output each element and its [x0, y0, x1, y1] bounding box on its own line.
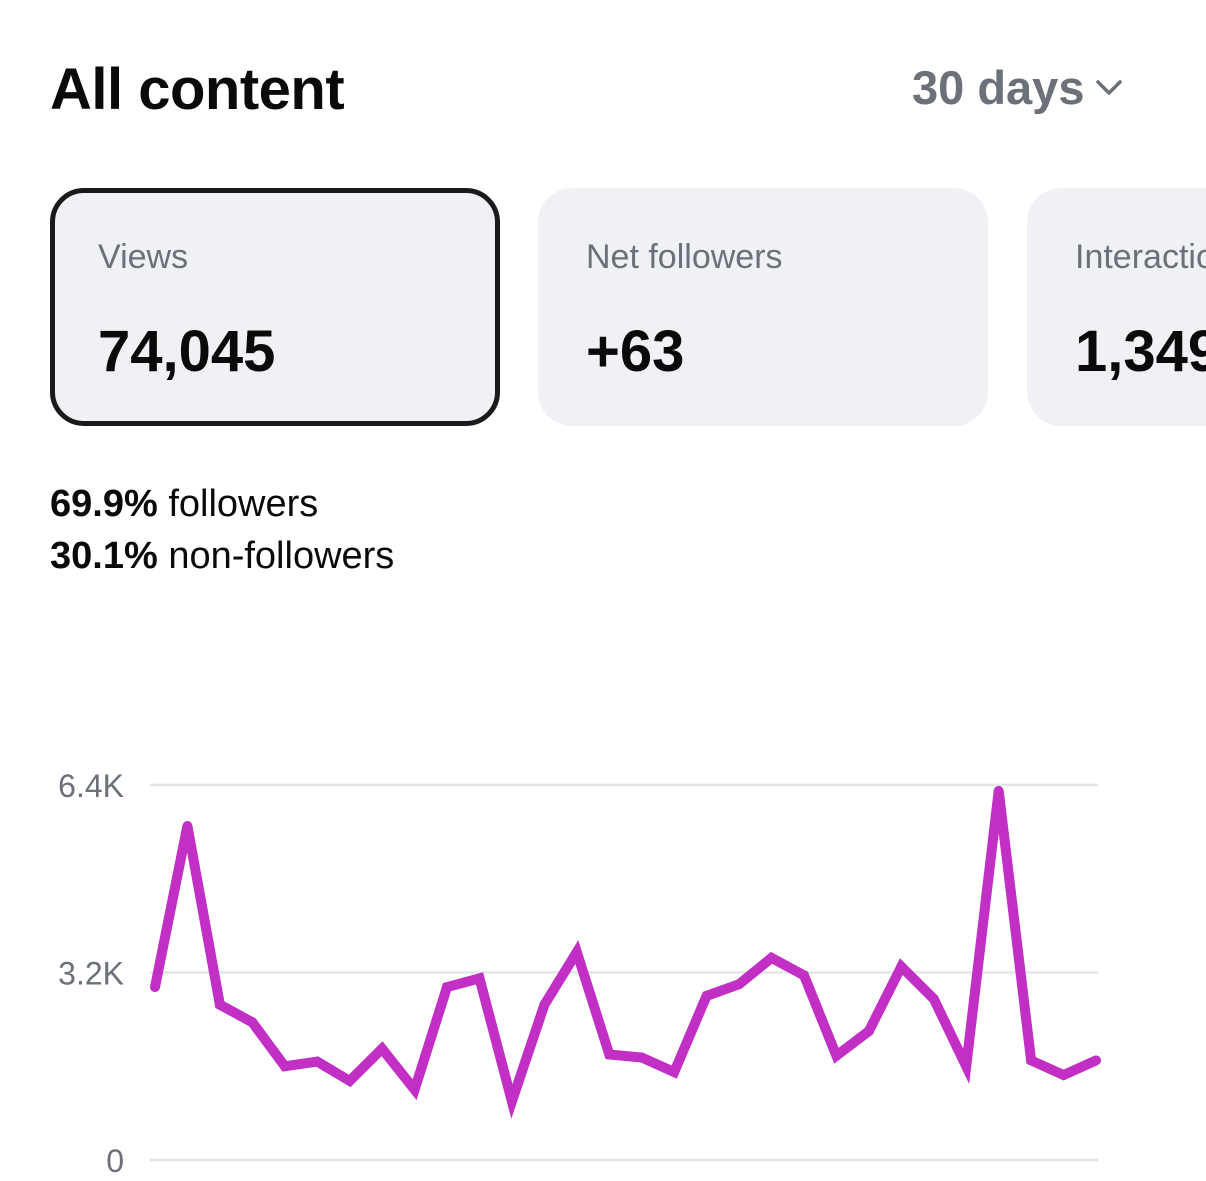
views-data-point: [1026, 1055, 1037, 1066]
views-data-point: [734, 979, 745, 990]
views-data-point: [442, 982, 453, 993]
views-data-point: [863, 1026, 874, 1037]
views-data-point: [409, 1084, 420, 1095]
views-data-point: [766, 952, 777, 963]
views-data-point: [798, 970, 809, 981]
views-data-point: [701, 990, 712, 1001]
views-data-point: [993, 785, 1004, 796]
views-data-point: [344, 1075, 355, 1086]
y-tick-label: 3.2K: [58, 956, 124, 992]
views-data-point: [636, 1052, 647, 1063]
followers-share: 69.9% followers: [50, 478, 394, 530]
views-data-point: [150, 982, 160, 993]
non-followers-percent: 30.1%: [50, 535, 158, 577]
views-card-label: Views: [98, 238, 189, 276]
views-line-chart: 0 3.2K 6.4K: [58, 768, 1101, 1179]
views-data-point: [377, 1043, 388, 1054]
y-tick-label: 0: [106, 1143, 124, 1179]
views-data-point: [1058, 1070, 1069, 1081]
views-data-point: [961, 1061, 972, 1072]
net-followers-card[interactable]: Net followers +63: [538, 188, 988, 426]
views-data-point: [604, 1049, 615, 1060]
chevron-down-icon: [1094, 78, 1124, 98]
date-range-label: 30 days: [912, 61, 1085, 114]
views-data-point: [669, 1067, 680, 1078]
non-followers-label: non-followers: [168, 535, 395, 577]
interactions-card[interactable]: Interactions 1,349: [1027, 188, 1206, 426]
views-data-point: [928, 993, 939, 1004]
net-followers-card-value: +63: [586, 319, 685, 384]
views-data-point: [539, 999, 550, 1010]
views-data-point: [831, 1050, 842, 1061]
views-data-point: [312, 1056, 323, 1067]
views-data-point: [474, 973, 485, 984]
views-data-point: [247, 1017, 258, 1028]
followers-percent: 69.9%: [50, 483, 158, 525]
views-card-value: 74,045: [98, 319, 276, 384]
audience-breakdown: 69.9% followers 30.1% non-followers: [50, 478, 394, 582]
interactions-card-label: Interactions: [1075, 238, 1206, 276]
views-data-point: [214, 999, 225, 1010]
views-data-point: [182, 821, 193, 832]
views-data-point: [896, 961, 907, 972]
followers-label: followers: [168, 483, 319, 525]
views-data-point: [571, 946, 582, 957]
views-data-point: [506, 1096, 517, 1107]
metric-cards: Views 74,045 Net followers +63 Interacti…: [50, 188, 1206, 428]
y-tick-label: 6.4K: [58, 768, 124, 804]
net-followers-card-label: Net followers: [586, 238, 783, 276]
non-followers-share: 30.1% non-followers: [50, 530, 394, 582]
date-range-dropdown[interactable]: 30 days: [912, 60, 1124, 115]
views-data-point: [279, 1061, 290, 1072]
views-series-line: [150, 790, 1099, 1119]
views-card[interactable]: Views 74,045: [50, 188, 500, 426]
interactions-card-value: 1,349: [1075, 319, 1206, 384]
page-title: All content: [50, 57, 345, 122]
views-data-point: [1091, 1055, 1101, 1066]
